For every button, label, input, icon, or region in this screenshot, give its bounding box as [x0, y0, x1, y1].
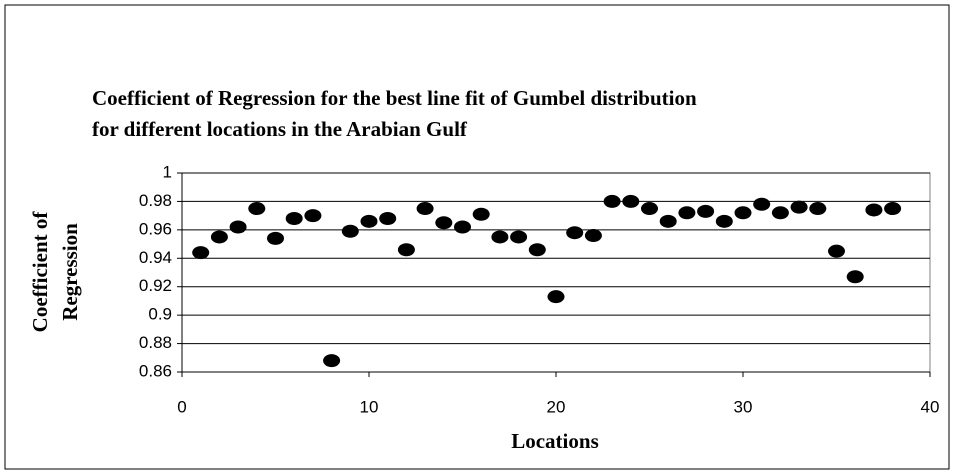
point — [267, 231, 284, 245]
x-tick-label: 10 — [360, 397, 379, 416]
point — [622, 194, 640, 208]
point — [229, 220, 247, 234]
point — [285, 211, 303, 225]
point — [304, 209, 322, 223]
point — [547, 290, 565, 304]
point — [846, 270, 864, 284]
point — [397, 243, 415, 257]
x-tick-label: 30 — [734, 397, 753, 416]
point — [734, 206, 752, 220]
point — [641, 202, 658, 216]
point — [715, 214, 733, 228]
point — [472, 207, 490, 221]
y-tick-label: 0.94 — [139, 248, 172, 267]
point — [584, 229, 602, 243]
point — [491, 230, 509, 244]
y-axis-label: Regression — [58, 223, 82, 321]
y-tick-label: 1 — [163, 162, 172, 181]
chart-title: for different locations in the Arabian G… — [92, 117, 468, 141]
point — [753, 197, 771, 211]
point — [884, 202, 902, 216]
x-tick-label: 20 — [547, 397, 566, 416]
point — [697, 204, 715, 218]
point — [360, 214, 378, 228]
point — [416, 202, 434, 216]
point — [435, 216, 453, 230]
y-tick-label: 0.9 — [148, 305, 172, 324]
point — [192, 246, 210, 260]
point — [528, 243, 546, 257]
chart-title: Coefficient of Regression for the best l… — [92, 86, 697, 110]
point — [790, 200, 808, 214]
y-tick-label: 0.86 — [139, 361, 172, 380]
point — [379, 211, 397, 225]
point — [678, 206, 696, 220]
point — [510, 230, 528, 244]
y-tick-label: 0.92 — [139, 276, 172, 295]
point — [828, 244, 845, 258]
point — [323, 354, 341, 368]
point — [865, 203, 883, 217]
point — [210, 230, 228, 244]
point — [248, 202, 266, 216]
chart-border — [4, 4, 950, 470]
point — [771, 206, 789, 220]
x-tick-label: 0 — [177, 397, 186, 416]
point — [603, 194, 621, 208]
y-axis-label: Coefficient of — [28, 211, 52, 333]
point — [809, 202, 827, 216]
point — [454, 220, 471, 234]
y-tick-label: 0.96 — [139, 219, 172, 238]
point — [659, 214, 677, 228]
y-tick-label: 0.88 — [139, 333, 172, 352]
point — [566, 226, 584, 240]
x-tick-label: 40 — [921, 397, 940, 416]
x-axis-label: Locations — [511, 429, 599, 453]
y-tick-label: 0.98 — [139, 191, 172, 210]
point — [341, 224, 359, 238]
